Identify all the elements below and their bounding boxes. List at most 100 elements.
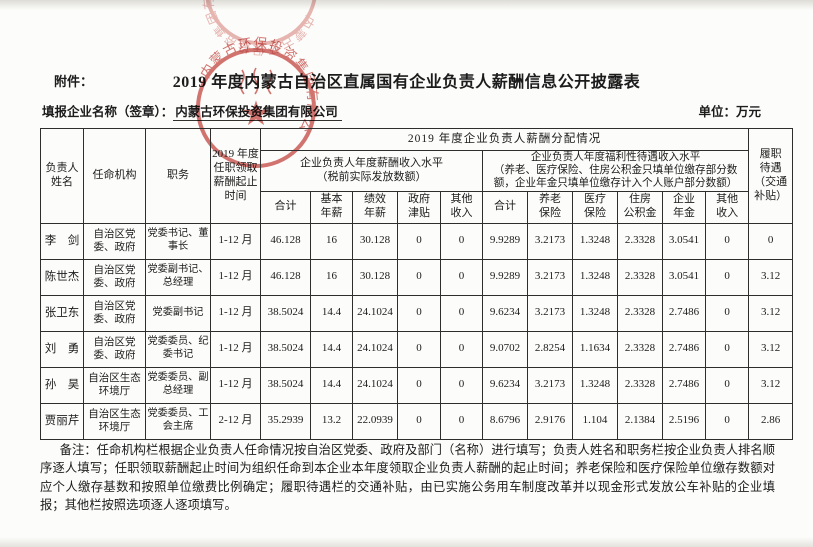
table-cell: 党委委员、副 总经理 [145, 366, 211, 404]
table-cell: 3.0541 [662, 258, 706, 296]
table-cell: 38.5024 [260, 366, 311, 404]
table-cell: 0 [704, 366, 750, 404]
table-cell: 9.6234 [482, 366, 528, 404]
table-cell: 0 [704, 294, 750, 332]
table-row: 贾丽芹 自治区生态 环境厅 党委委员、工 会主席 2-12 月 35.2939 … [40, 402, 794, 440]
table-cell: 8.6796 [482, 402, 528, 440]
company-label: 填报企业名称（签章）： [42, 105, 174, 119]
table-cell: 46.128 [260, 222, 311, 260]
table-cell: 3.2173 [527, 258, 573, 296]
table-cell: 1.104 [572, 402, 618, 440]
unit-label: 单位：万元 [698, 105, 761, 119]
table-cell: 1.1634 [572, 330, 618, 368]
table-cell: 1.3248 [572, 366, 618, 404]
table-cell: 0 [397, 366, 441, 404]
header-period: 2019 年度 任职领取 薪酬起止 时间 [210, 128, 261, 224]
table-cell: 2.8254 [527, 330, 573, 368]
table-cell: 2.3328 [617, 294, 663, 332]
table-cell: 自治区党 委、政府 [83, 294, 146, 332]
table-cell: 3.2173 [527, 222, 573, 260]
table-cell: 0 [397, 258, 441, 296]
table-cell: 13.2 [310, 402, 353, 440]
meta-line: 填报企业名称（签章）： 内蒙古环保投资集团有限公司 单位：万元 [42, 101, 761, 121]
table-cell: 党委书记、董 事长 [145, 222, 211, 260]
table-cell: 2.3328 [617, 222, 663, 260]
header-name: 负责人 姓名 [40, 128, 84, 224]
table-cell: 3.12 [748, 330, 794, 368]
table-cell: 30.128 [352, 222, 398, 260]
header-other-income-2: 其他 收入 [704, 190, 750, 224]
table-cell: 9.6234 [482, 294, 528, 332]
table-cell: 2.7486 [662, 366, 706, 404]
company-line: 填报企业名称（签章）： 内蒙古环保投资集团有限公司 [42, 101, 342, 121]
table-row: 李 剑 自治区党 委、政府 党委书记、董 事长 1-12 月 46.128 16… [40, 222, 794, 260]
table-cell: 3.12 [748, 366, 794, 404]
table-cell: 0 [704, 222, 750, 260]
table-cell: 0 [397, 294, 441, 332]
executive-name: 李 剑 [40, 222, 84, 260]
table-cell: 14.4 [310, 366, 353, 404]
table-cell: 1-12 月 [210, 294, 261, 332]
attachment-label: 附件： [54, 74, 94, 89]
table-cell: 党委委员、纪 委书记 [145, 330, 211, 368]
table-row: 刘 勇 自治区党 委、政府 党委委员、纪 委书记 1-12 月 38.5024 … [40, 330, 794, 368]
header-medical: 医疗 保险 [572, 190, 618, 224]
table-cell: 0 [440, 258, 483, 296]
table-cell: 9.0702 [482, 330, 528, 368]
table-cell: 3.12 [748, 294, 794, 332]
executive-name: 张卫东 [40, 294, 84, 332]
table-cell: 0 [440, 402, 483, 440]
table-cell: 1-12 月 [210, 222, 261, 260]
table-cell: 自治区生态 环境厅 [83, 366, 146, 404]
scan-edge-bottom [0, 537, 813, 547]
table-cell: 3.2173 [527, 294, 573, 332]
table-cell: 16 [310, 222, 353, 260]
header-performance-salary: 绩效 年薪 [352, 190, 398, 224]
table-cell: 0 [440, 366, 483, 404]
table-cell: 0 [704, 402, 750, 440]
table-cell: 0 [440, 222, 483, 260]
table-cell: 24.1024 [352, 330, 398, 368]
table-cell: 0 [704, 258, 750, 296]
header-housing-fund: 住房 公积金 [617, 190, 663, 224]
table-cell: 0 [440, 330, 483, 368]
table-cell: 1-12 月 [210, 258, 261, 296]
table-cell: 1-12 月 [210, 366, 261, 404]
table-row: 孙 昊 自治区生态 环境厅 党委委员、副 总经理 1-12 月 38.5024 … [40, 366, 794, 404]
table-cell: 自治区党 委、政府 [83, 258, 146, 296]
table-cell: 35.2939 [260, 402, 311, 440]
table-cell: 0 [397, 330, 441, 368]
header-welfare-total: 合计 [482, 190, 528, 224]
header-group-salary: 企业负责人年度薪酬收入水平 （税前实际发放数额） [260, 150, 483, 192]
table-cell: 2.9176 [527, 402, 573, 440]
header-agency: 任命机构 [83, 128, 146, 224]
header-gov-subsidy: 政府 津贴 [397, 190, 441, 224]
header-annuity: 企业 年金 [662, 190, 706, 224]
table-cell: 38.5024 [260, 294, 311, 332]
salary-table: 负责人 姓名 任命机构 职务 2019 年度 任职领取 薪酬起止 时间 2019… [40, 128, 794, 440]
table-cell: 1.3248 [572, 294, 618, 332]
company-name: 内蒙古环保投资集团有限公司 [173, 105, 342, 121]
table-cell: 2.1384 [617, 402, 663, 440]
table-cell: 16 [310, 258, 353, 296]
table-cell: 自治区党 委、政府 [83, 330, 146, 368]
table-cell: 14.4 [310, 294, 353, 332]
table-cell: 0 [748, 222, 794, 260]
table-cell: 14.4 [310, 330, 353, 368]
table-cell: 2.3328 [617, 330, 663, 368]
table-cell: 1.3248 [572, 222, 618, 260]
table-cell: 9.9289 [482, 258, 528, 296]
header-base-salary: 基本 年薪 [310, 190, 353, 224]
table-cell: 0 [397, 222, 441, 260]
executive-name: 孙 昊 [40, 366, 84, 404]
table-row: 陈世杰 自治区党 委、政府 党委副书记、 总经理 1-12 月 46.128 1… [40, 258, 794, 296]
table-cell: 0 [440, 294, 483, 332]
header-salary-total: 合计 [260, 190, 311, 224]
table-cell: 自治区生态 环境厅 [83, 402, 146, 440]
notes: 备注：任命机构栏根据企业负责人任命情况按自治区党委、政府及部门（名称）进行填写；… [40, 443, 775, 513]
table-cell: 24.1024 [352, 366, 398, 404]
table-cell: 30.128 [352, 258, 398, 296]
table-cell: 自治区党 委、政府 [83, 222, 146, 260]
page-title: 2019 年度内蒙古自治区直属国有企业负责人薪酬信息公开披露表 [172, 74, 641, 91]
table-cell: 46.128 [260, 258, 311, 296]
